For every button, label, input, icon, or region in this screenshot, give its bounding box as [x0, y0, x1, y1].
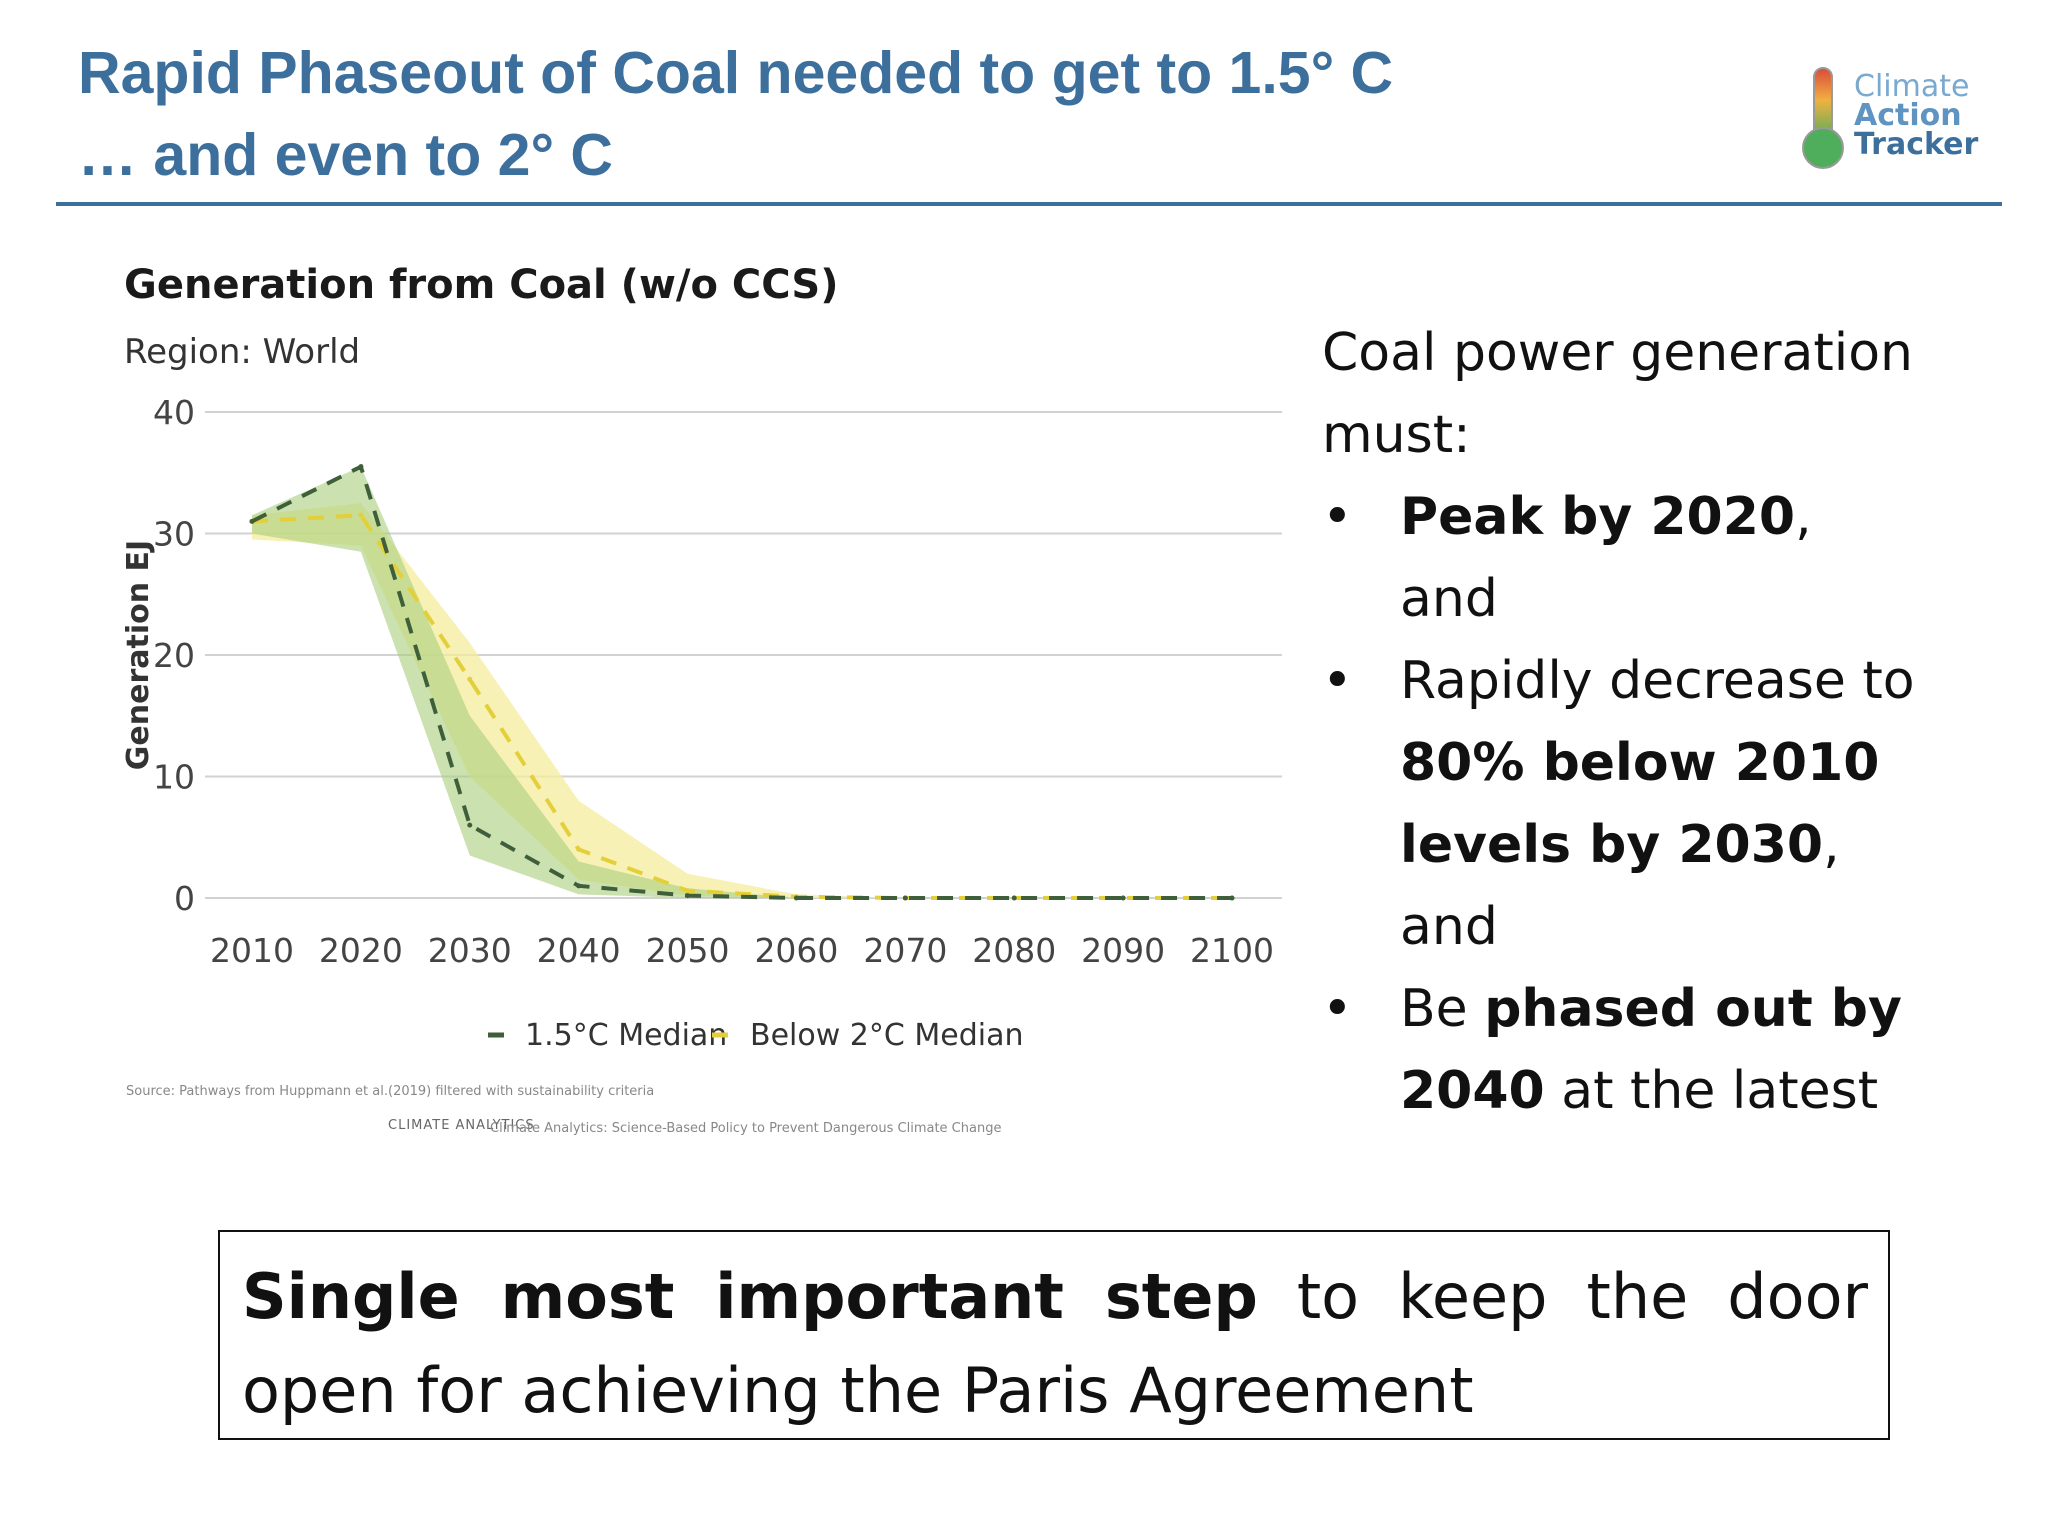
x-tick-label: 2070 [863, 931, 947, 970]
series-line-1 [251, 513, 1232, 900]
chart-subtitle: Region: World [124, 332, 361, 372]
x-tick-label: 2040 [537, 931, 621, 970]
data-point-0 [467, 822, 473, 828]
key-point-rest: , and [1400, 487, 1812, 629]
key-point-rest: , and [1400, 815, 1840, 957]
logo-text-climate: Climate [1854, 69, 1970, 104]
data-point-0 [793, 895, 799, 901]
logo-text-action: Action [1854, 98, 1962, 133]
logo-text-tracker: Tracker [1854, 127, 1979, 162]
key-message-rest: to keep the door open for achieving the … [242, 1260, 1868, 1427]
bullet-icon: • [1322, 651, 1353, 711]
x-tick-label: 2020 [319, 931, 403, 970]
y-tick-label: 40 [153, 393, 195, 432]
x-tick-label: 2050 [646, 931, 730, 970]
chart-title: Generation from Coal (w/o CCS) [124, 262, 839, 308]
data-point-0 [358, 464, 364, 470]
slide-title-line-1: Rapid Phaseout of Coal needed to get to … [78, 40, 1394, 106]
key-message-bold: Single most important step [242, 1260, 1258, 1333]
key-point-peak: • Peak by 2020, and [1322, 476, 1922, 640]
legend-label-1: Below 2°C Median [750, 1018, 1024, 1053]
data-point-0 [1229, 895, 1235, 901]
key-message-box: Single most important step to keep the d… [218, 1230, 1890, 1440]
data-point-0 [685, 893, 691, 899]
y-axis-label: Generation EJ [121, 540, 156, 770]
legend-label-0: 1.5°C Median [525, 1018, 727, 1053]
data-point-1 [685, 888, 691, 894]
x-tick-label: 2100 [1190, 931, 1274, 970]
data-point-0 [1120, 895, 1126, 901]
data-point-0 [576, 883, 582, 889]
x-tick-label: 2030 [428, 931, 512, 970]
series-line-0 [251, 463, 1232, 900]
key-points-intro: Coal power generation must: [1322, 323, 1914, 465]
thermometer-icon [1802, 67, 1844, 169]
key-point-bold: Peak by 2020 [1400, 487, 1796, 547]
key-point-bold: 80% below 2010 levels by 2030 [1400, 733, 1880, 875]
y-tick-label: 30 [153, 515, 195, 554]
y-tick-label: 20 [153, 636, 195, 675]
key-points-panel: Coal power generation must: • Peak by 202… [1322, 312, 1922, 1132]
key-point-bold: phased out by 2040 [1400, 979, 1902, 1121]
key-points-list: • Peak by 2020, and • Rapidly decrease to … [1322, 476, 1922, 1132]
key-point-rest: at the latest [1544, 1061, 1879, 1121]
bullet-icon: • [1322, 979, 1353, 1039]
climate-analytics-logo: CLIMATE ANALYTICS [388, 1118, 535, 1133]
slide-title-line-2: … and even to 2° C [78, 122, 614, 188]
x-tick-label: 2010 [210, 931, 294, 970]
data-point-1 [467, 676, 473, 682]
series-band-0 [252, 466, 1232, 898]
key-point-phaseout: • Be phased out by 2040 at the latest [1322, 968, 1922, 1132]
y-tick-label: 0 [174, 879, 195, 918]
key-point-plain: Rapidly decrease to [1400, 651, 1915, 711]
key-point-decrease: • Rapidly decrease to 80% below 2010 leve… [1322, 640, 1922, 968]
data-point-1 [576, 846, 582, 852]
title-divider [56, 202, 2002, 206]
x-tick-label: 2060 [754, 931, 838, 970]
y-tick-label: 10 [153, 758, 195, 797]
climate-action-tracker-logo: Climate Action Tracker [1798, 64, 1998, 172]
x-tick-label: 2080 [972, 931, 1056, 970]
bullet-icon: • [1322, 487, 1353, 547]
chart-source-note: Source: Pathways from Huppmann et al.(20… [126, 1084, 655, 1099]
x-tick-label: 2090 [1081, 931, 1165, 970]
data-point-0 [249, 518, 255, 524]
climate-analytics-tagline: Climate Analytics: Science-Based Policy … [490, 1121, 1002, 1136]
data-point-1 [358, 512, 364, 518]
key-point-plain: Be [1400, 979, 1485, 1039]
data-point-0 [1011, 895, 1017, 901]
data-point-0 [902, 895, 908, 901]
